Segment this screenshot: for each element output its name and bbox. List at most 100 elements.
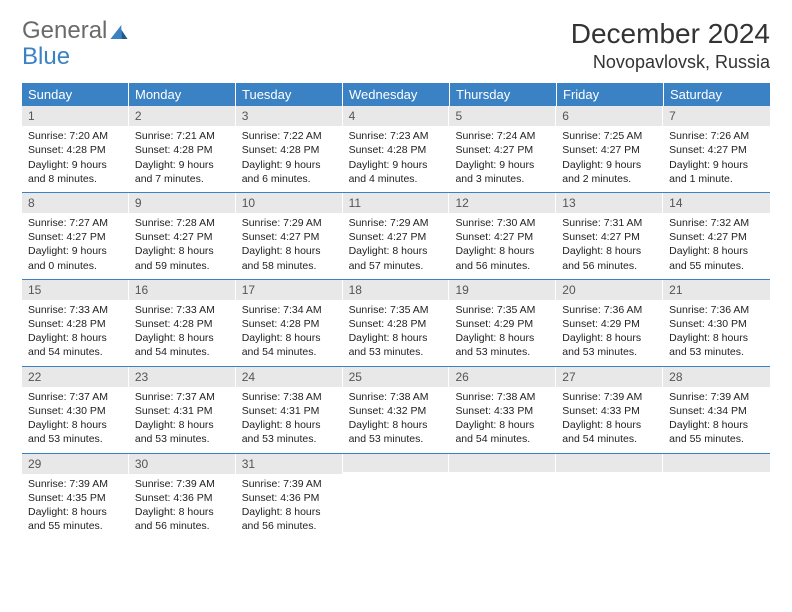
sunrise-text: Sunrise: 7:26 AM bbox=[669, 129, 764, 143]
sunrise-text: Sunrise: 7:39 AM bbox=[562, 390, 657, 404]
daylight-text: Daylight: 8 hours and 56 minutes. bbox=[562, 244, 657, 272]
sunset-text: Sunset: 4:29 PM bbox=[562, 317, 657, 331]
day-number: 1 bbox=[22, 106, 129, 126]
day-cell: 11Sunrise: 7:29 AMSunset: 4:27 PMDayligh… bbox=[343, 193, 450, 279]
sunrise-text: Sunrise: 7:33 AM bbox=[28, 303, 123, 317]
day-cell: 4Sunrise: 7:23 AMSunset: 4:28 PMDaylight… bbox=[343, 106, 450, 192]
day-number: 5 bbox=[449, 106, 556, 126]
sunrise-text: Sunrise: 7:35 AM bbox=[349, 303, 444, 317]
daylight-text: Daylight: 8 hours and 53 minutes. bbox=[455, 331, 550, 359]
sunset-text: Sunset: 4:29 PM bbox=[455, 317, 550, 331]
sunset-text: Sunset: 4:36 PM bbox=[135, 491, 230, 505]
day-cell bbox=[556, 454, 663, 540]
weekday-header: Sunday bbox=[22, 83, 129, 106]
day-body: Sunrise: 7:22 AMSunset: 4:28 PMDaylight:… bbox=[236, 126, 343, 192]
week-row: 8Sunrise: 7:27 AMSunset: 4:27 PMDaylight… bbox=[22, 193, 770, 280]
sunrise-text: Sunrise: 7:39 AM bbox=[135, 477, 230, 491]
sunrise-text: Sunrise: 7:37 AM bbox=[135, 390, 230, 404]
sunset-text: Sunset: 4:27 PM bbox=[669, 143, 764, 157]
sunset-text: Sunset: 4:35 PM bbox=[28, 491, 123, 505]
day-body: Sunrise: 7:29 AMSunset: 4:27 PMDaylight:… bbox=[236, 213, 343, 279]
sunset-text: Sunset: 4:34 PM bbox=[669, 404, 764, 418]
weekday-header: Tuesday bbox=[236, 83, 343, 106]
daylight-text: Daylight: 8 hours and 56 minutes. bbox=[135, 505, 230, 533]
sunrise-text: Sunrise: 7:27 AM bbox=[28, 216, 123, 230]
day-number: 20 bbox=[556, 280, 663, 300]
daylight-text: Daylight: 9 hours and 7 minutes. bbox=[135, 158, 230, 186]
sunrise-text: Sunrise: 7:38 AM bbox=[349, 390, 444, 404]
daylight-text: Daylight: 8 hours and 53 minutes. bbox=[562, 331, 657, 359]
sunrise-text: Sunrise: 7:29 AM bbox=[242, 216, 337, 230]
sunrise-text: Sunrise: 7:32 AM bbox=[669, 216, 764, 230]
sunset-text: Sunset: 4:30 PM bbox=[28, 404, 123, 418]
day-body bbox=[449, 472, 556, 532]
day-body: Sunrise: 7:39 AMSunset: 4:36 PMDaylight:… bbox=[129, 474, 236, 540]
day-number: 26 bbox=[449, 367, 556, 387]
page-header: GeneralBlue December 2024 Novopavlovsk, … bbox=[22, 18, 770, 73]
sunset-text: Sunset: 4:28 PM bbox=[135, 143, 230, 157]
day-body: Sunrise: 7:26 AMSunset: 4:27 PMDaylight:… bbox=[663, 126, 770, 192]
week-row: 1Sunrise: 7:20 AMSunset: 4:28 PMDaylight… bbox=[22, 106, 770, 193]
sunset-text: Sunset: 4:28 PM bbox=[349, 143, 444, 157]
daylight-text: Daylight: 8 hours and 59 minutes. bbox=[135, 244, 230, 272]
week-row: 29Sunrise: 7:39 AMSunset: 4:35 PMDayligh… bbox=[22, 454, 770, 540]
day-cell: 20Sunrise: 7:36 AMSunset: 4:29 PMDayligh… bbox=[556, 280, 663, 366]
sunrise-text: Sunrise: 7:25 AM bbox=[562, 129, 657, 143]
day-body: Sunrise: 7:29 AMSunset: 4:27 PMDaylight:… bbox=[343, 213, 450, 279]
day-cell: 8Sunrise: 7:27 AMSunset: 4:27 PMDaylight… bbox=[22, 193, 129, 279]
weekday-header: Saturday bbox=[664, 83, 770, 106]
daylight-text: Daylight: 9 hours and 8 minutes. bbox=[28, 158, 123, 186]
sunset-text: Sunset: 4:28 PM bbox=[135, 317, 230, 331]
sunset-text: Sunset: 4:27 PM bbox=[455, 143, 550, 157]
sunset-text: Sunset: 4:27 PM bbox=[562, 230, 657, 244]
day-number: 27 bbox=[556, 367, 663, 387]
day-cell: 15Sunrise: 7:33 AMSunset: 4:28 PMDayligh… bbox=[22, 280, 129, 366]
sunrise-text: Sunrise: 7:30 AM bbox=[455, 216, 550, 230]
day-cell: 3Sunrise: 7:22 AMSunset: 4:28 PMDaylight… bbox=[236, 106, 343, 192]
day-number: 23 bbox=[129, 367, 236, 387]
sunset-text: Sunset: 4:32 PM bbox=[349, 404, 444, 418]
day-cell: 27Sunrise: 7:39 AMSunset: 4:33 PMDayligh… bbox=[556, 367, 663, 453]
sunset-text: Sunset: 4:33 PM bbox=[455, 404, 550, 418]
day-number bbox=[449, 454, 556, 472]
day-body bbox=[343, 472, 450, 532]
weekday-header: Monday bbox=[129, 83, 236, 106]
daylight-text: Daylight: 9 hours and 4 minutes. bbox=[349, 158, 444, 186]
day-number: 6 bbox=[556, 106, 663, 126]
day-body: Sunrise: 7:36 AMSunset: 4:29 PMDaylight:… bbox=[556, 300, 663, 366]
sunrise-text: Sunrise: 7:24 AM bbox=[455, 129, 550, 143]
day-number: 11 bbox=[343, 193, 450, 213]
daylight-text: Daylight: 9 hours and 3 minutes. bbox=[455, 158, 550, 186]
daylight-text: Daylight: 8 hours and 53 minutes. bbox=[349, 331, 444, 359]
sunset-text: Sunset: 4:27 PM bbox=[242, 230, 337, 244]
sunset-text: Sunset: 4:28 PM bbox=[28, 143, 123, 157]
month-title: December 2024 bbox=[571, 18, 770, 50]
day-cell: 18Sunrise: 7:35 AMSunset: 4:28 PMDayligh… bbox=[343, 280, 450, 366]
day-body: Sunrise: 7:32 AMSunset: 4:27 PMDaylight:… bbox=[663, 213, 770, 279]
day-body: Sunrise: 7:38 AMSunset: 4:33 PMDaylight:… bbox=[449, 387, 556, 453]
sunrise-text: Sunrise: 7:36 AM bbox=[669, 303, 764, 317]
day-body bbox=[556, 472, 663, 532]
daylight-text: Daylight: 8 hours and 58 minutes. bbox=[242, 244, 337, 272]
sunrise-text: Sunrise: 7:35 AM bbox=[455, 303, 550, 317]
sunset-text: Sunset: 4:33 PM bbox=[562, 404, 657, 418]
day-cell: 13Sunrise: 7:31 AMSunset: 4:27 PMDayligh… bbox=[556, 193, 663, 279]
day-body: Sunrise: 7:30 AMSunset: 4:27 PMDaylight:… bbox=[449, 213, 556, 279]
day-number: 3 bbox=[236, 106, 343, 126]
sunset-text: Sunset: 4:27 PM bbox=[455, 230, 550, 244]
daylight-text: Daylight: 8 hours and 54 minutes. bbox=[242, 331, 337, 359]
day-number: 16 bbox=[129, 280, 236, 300]
day-cell: 16Sunrise: 7:33 AMSunset: 4:28 PMDayligh… bbox=[129, 280, 236, 366]
day-cell bbox=[449, 454, 556, 540]
sunrise-text: Sunrise: 7:38 AM bbox=[242, 390, 337, 404]
day-cell: 6Sunrise: 7:25 AMSunset: 4:27 PMDaylight… bbox=[556, 106, 663, 192]
day-body: Sunrise: 7:38 AMSunset: 4:32 PMDaylight:… bbox=[343, 387, 450, 453]
day-body: Sunrise: 7:36 AMSunset: 4:30 PMDaylight:… bbox=[663, 300, 770, 366]
day-number: 8 bbox=[22, 193, 129, 213]
day-body: Sunrise: 7:34 AMSunset: 4:28 PMDaylight:… bbox=[236, 300, 343, 366]
day-cell: 9Sunrise: 7:28 AMSunset: 4:27 PMDaylight… bbox=[129, 193, 236, 279]
sunrise-text: Sunrise: 7:33 AM bbox=[135, 303, 230, 317]
day-number: 30 bbox=[129, 454, 236, 474]
sunset-text: Sunset: 4:27 PM bbox=[28, 230, 123, 244]
sunrise-text: Sunrise: 7:34 AM bbox=[242, 303, 337, 317]
